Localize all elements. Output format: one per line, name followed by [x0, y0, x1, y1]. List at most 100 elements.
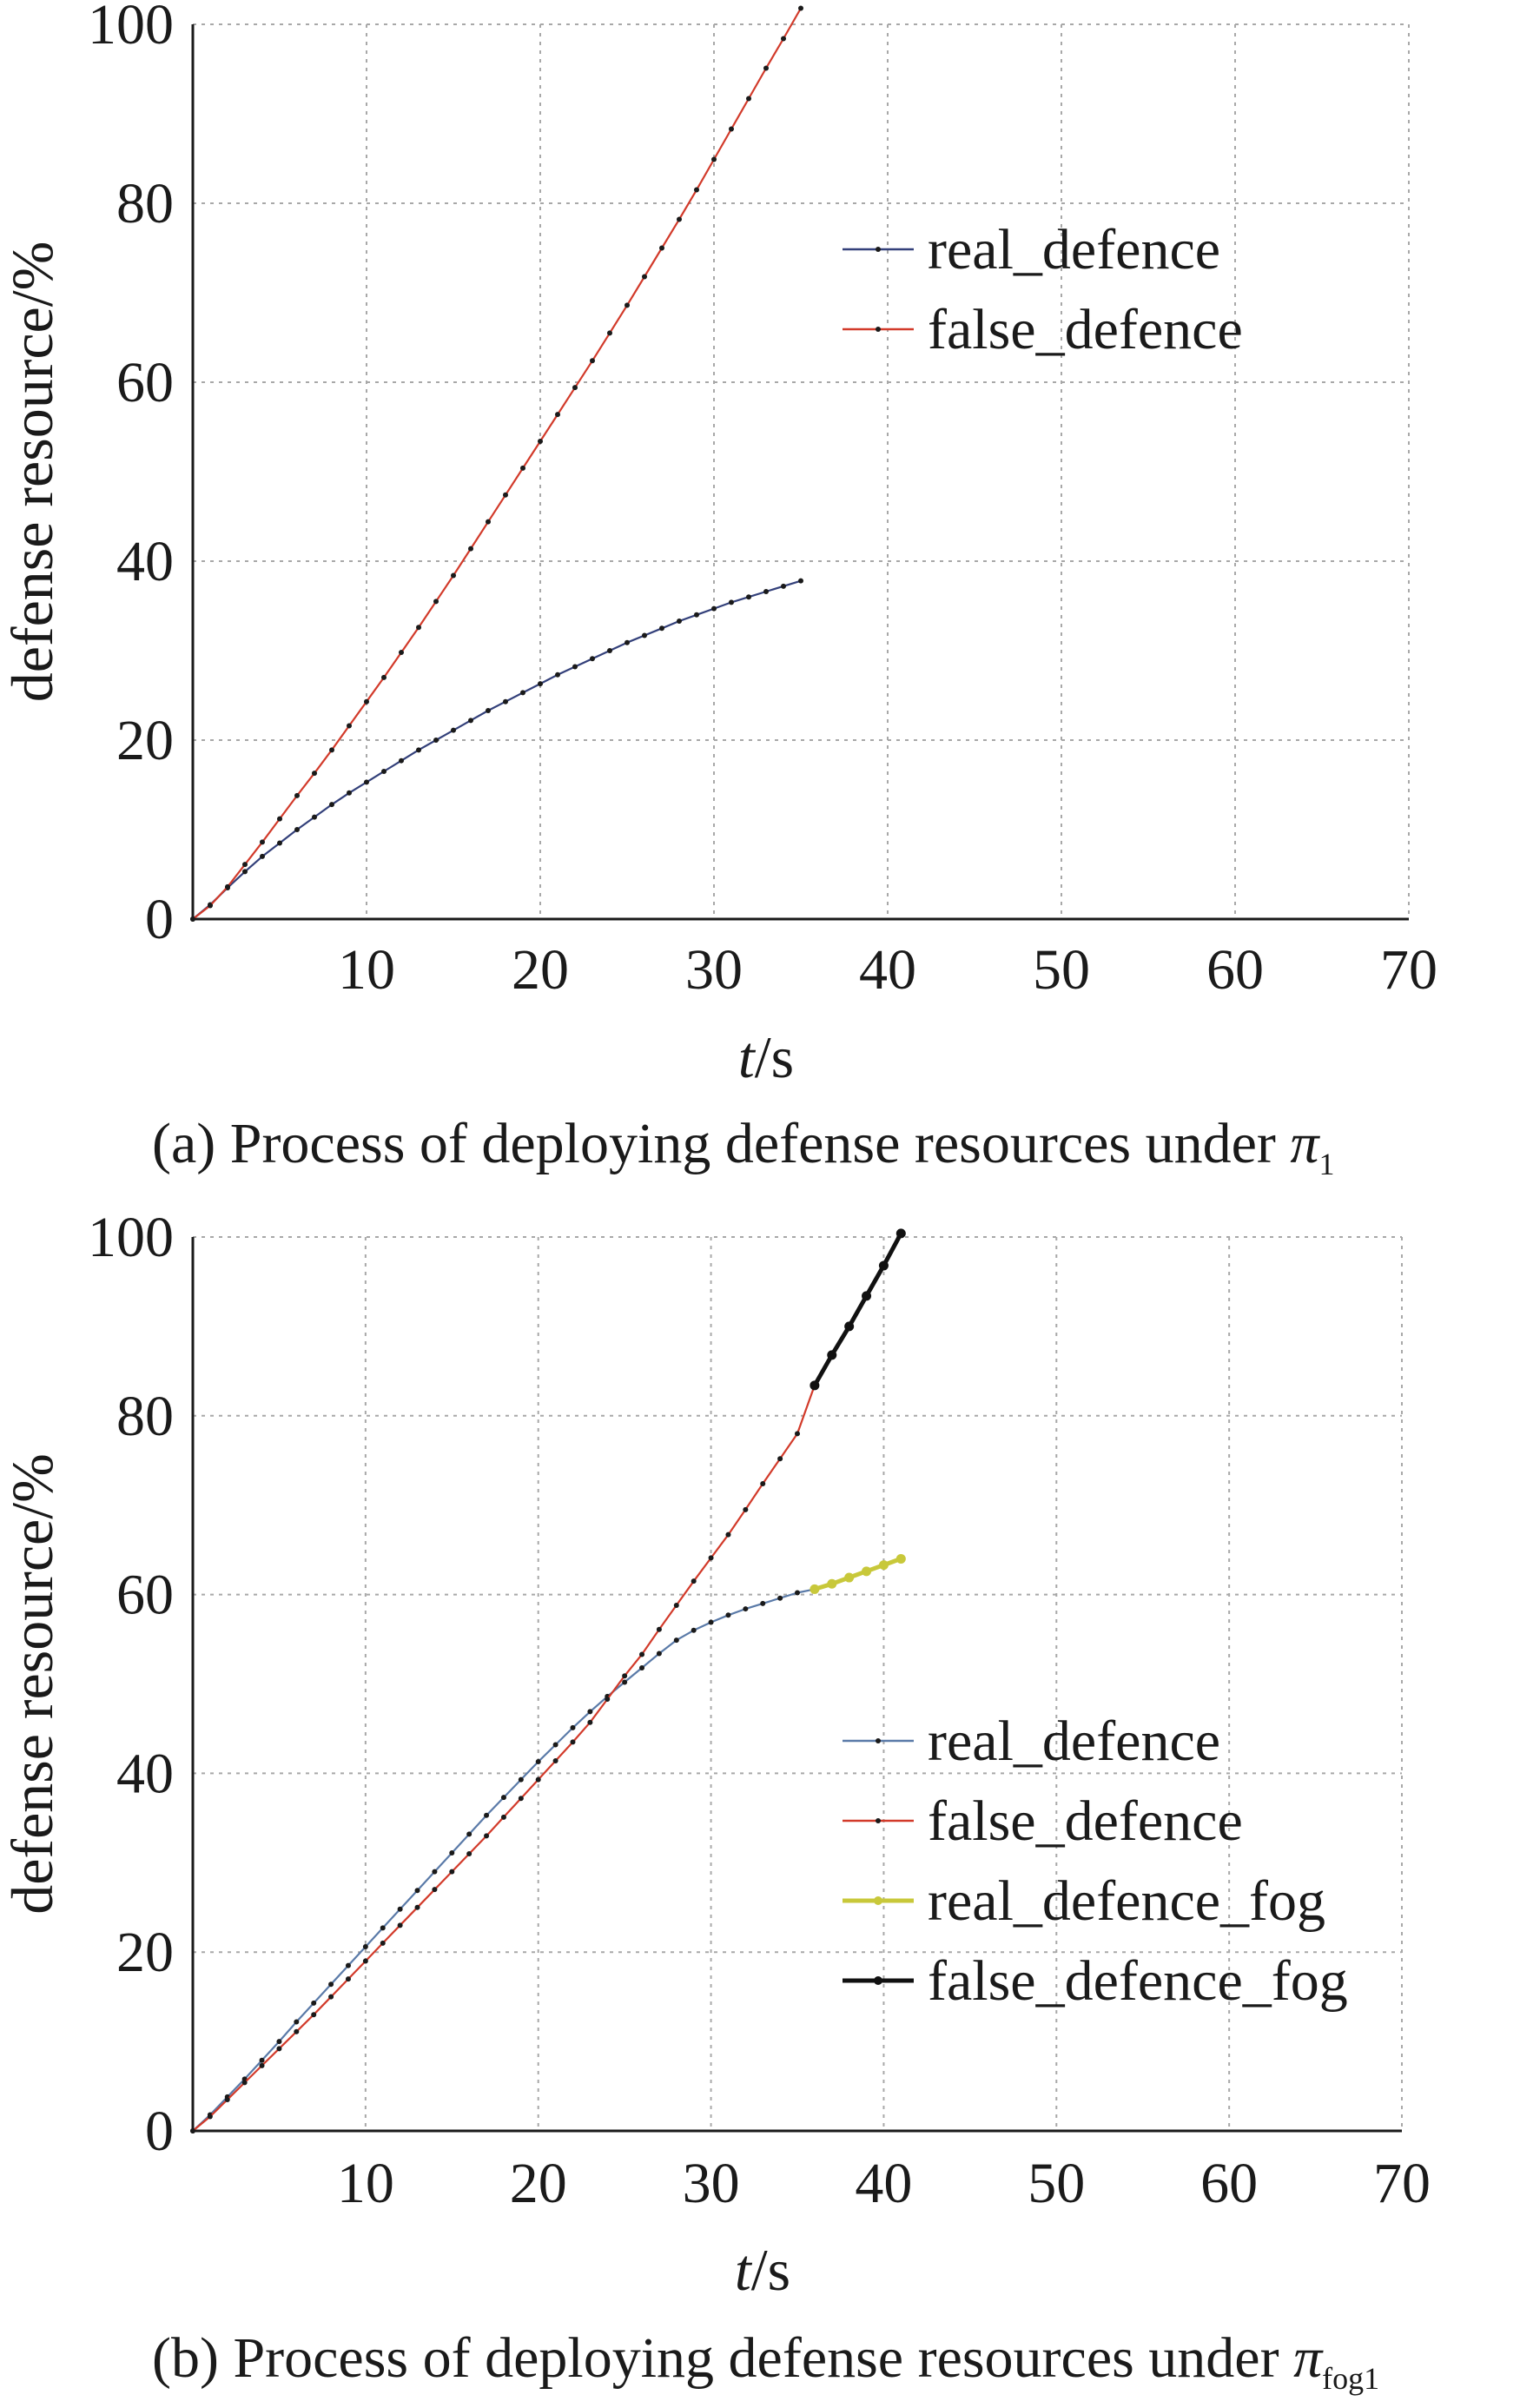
- data-point: [260, 839, 265, 845]
- data-point: [242, 869, 248, 875]
- data-point: [277, 816, 282, 822]
- data-point: [878, 1560, 889, 1571]
- series-line: [192, 7, 802, 920]
- legend-marker: [876, 247, 881, 252]
- series-line: [192, 1385, 816, 2132]
- data-point: [347, 723, 352, 729]
- data-point: [433, 599, 439, 605]
- figure-caption: (b) Process of deploying defense resourc…: [152, 2326, 1379, 2396]
- data-point: [484, 1812, 490, 1818]
- data-point: [535, 1759, 541, 1765]
- x-tick-label: 30: [683, 2152, 740, 2215]
- data-point: [380, 1925, 386, 1931]
- figure-caption: (a) Process of deploying defense resourc…: [152, 1112, 1334, 1181]
- data-point: [605, 1696, 611, 1702]
- data-point: [328, 1981, 334, 1988]
- data-point: [570, 1739, 576, 1745]
- y-tick-label: 0: [145, 888, 174, 951]
- x-tick-label: 10: [338, 938, 395, 1002]
- data-point: [862, 1291, 872, 1301]
- y-tick-label: 100: [88, 0, 174, 56]
- data-point: [381, 674, 387, 680]
- data-point: [345, 1976, 351, 1982]
- legend-marker: [876, 327, 881, 332]
- series-real-defence-fog: [810, 1553, 906, 1594]
- series-false-defence: [190, 1382, 817, 2133]
- x-tick-label: 40: [859, 938, 916, 1002]
- data-point: [798, 578, 803, 584]
- data-point: [694, 612, 699, 618]
- data-point: [607, 648, 612, 653]
- x-tick-label: 50: [1033, 938, 1090, 1002]
- chart-b: 10 20 30 40 50 60 70 0 20 40 60 80 100 t/s defense res…: [0, 1206, 1431, 2396]
- data-point: [486, 519, 491, 525]
- series-line: [812, 1232, 903, 1387]
- data-point: [827, 1578, 837, 1589]
- series-false-defence: [190, 5, 803, 922]
- data-point: [190, 916, 195, 922]
- data-point: [362, 1944, 368, 1950]
- x-tick-label: 20: [512, 938, 569, 1002]
- data-point: [468, 718, 473, 724]
- x-tick-label: 70: [1380, 938, 1437, 1002]
- data-point: [535, 1776, 541, 1783]
- x-tick-label: 30: [685, 938, 743, 1002]
- data-point: [642, 274, 647, 280]
- legend: real_defence false_defence: [843, 218, 1243, 361]
- data-point: [673, 1637, 679, 1644]
- data-point: [329, 747, 334, 753]
- data-point: [449, 1869, 455, 1875]
- data-point: [625, 639, 630, 645]
- data-point: [777, 1456, 783, 1462]
- data-point: [572, 664, 578, 670]
- data-point: [312, 814, 317, 820]
- data-point: [242, 862, 248, 868]
- data-point: [711, 605, 717, 612]
- data-point: [190, 2128, 195, 2133]
- data-point: [311, 2000, 317, 2006]
- data-point: [520, 465, 525, 471]
- data-point: [725, 1531, 731, 1538]
- y-tick-label: 80: [116, 1385, 174, 1448]
- data-point: [763, 65, 769, 71]
- data-point: [729, 599, 734, 605]
- data-point: [555, 412, 560, 418]
- data-point: [207, 2114, 213, 2120]
- data-point: [795, 1590, 800, 1596]
- y-axis-label: defense resource/%: [0, 241, 65, 703]
- y-tick-label: 80: [116, 172, 174, 235]
- data-point: [607, 330, 612, 336]
- data-point: [225, 883, 230, 890]
- x-axis-label: t/s: [735, 2237, 790, 2303]
- x-tick-label: 60: [1206, 938, 1264, 1002]
- data-point: [708, 1555, 714, 1561]
- legend-label: false_defence: [928, 1789, 1243, 1853]
- data-point: [691, 1578, 697, 1584]
- data-point: [259, 2057, 265, 2063]
- y-tick-label: 20: [116, 1921, 174, 1984]
- data-point: [878, 1260, 889, 1271]
- data-point: [538, 438, 543, 444]
- data-point: [381, 769, 387, 775]
- y-tick-label: 0: [145, 2100, 174, 2163]
- data-point: [397, 1906, 403, 1912]
- data-point: [622, 1679, 628, 1685]
- x-tick-label: 40: [855, 2152, 912, 2215]
- data-point: [486, 708, 491, 714]
- data-point: [432, 1869, 438, 1875]
- x-tick-label: 10: [337, 2152, 394, 2215]
- series-false-defence-fog: [810, 1228, 906, 1391]
- y-tick-label: 20: [116, 709, 174, 772]
- data-point: [590, 656, 595, 662]
- series-line: [192, 1588, 816, 2132]
- data-point: [451, 727, 456, 733]
- y-tick-label: 60: [116, 1564, 174, 1627]
- data-point: [294, 827, 300, 832]
- data-point: [518, 1776, 524, 1783]
- data-point: [781, 583, 786, 589]
- data-point: [484, 1833, 490, 1839]
- legend-marker: [876, 1818, 881, 1823]
- data-point: [312, 771, 317, 777]
- data-point: [416, 625, 421, 631]
- data-point: [810, 1380, 820, 1391]
